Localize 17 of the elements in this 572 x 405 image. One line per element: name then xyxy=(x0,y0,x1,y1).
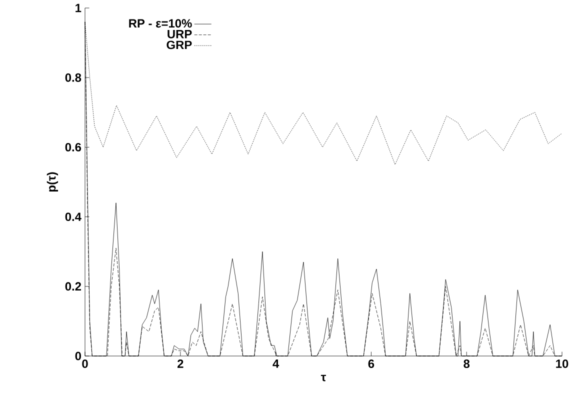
y-tick-label: 0.6 xyxy=(65,142,82,152)
x-tick-label: 10 xyxy=(556,360,568,368)
legend-label: GRP xyxy=(166,40,192,50)
x-tick-label: 8 xyxy=(464,360,470,368)
y-tick-label: 0 xyxy=(75,352,81,360)
x-tick-label: 2 xyxy=(178,360,184,368)
x-axis-title: τ xyxy=(320,374,326,382)
y-tick-label: 0.2 xyxy=(65,282,82,291)
y-tick-label: 0.8 xyxy=(65,73,82,82)
y-axis-title: p(τ) xyxy=(46,172,58,192)
y-tick-label: 1 xyxy=(76,4,82,12)
x-tick-label: 4 xyxy=(272,360,280,368)
x-tick-label: 0 xyxy=(82,360,88,368)
legend-label: RP - ε=10% xyxy=(129,19,192,28)
x-tick-label: 6 xyxy=(368,360,374,368)
y-tick-label: 0.4 xyxy=(65,212,82,222)
legend-label: URP xyxy=(168,30,192,38)
